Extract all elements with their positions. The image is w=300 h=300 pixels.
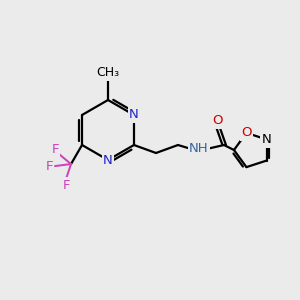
- Text: F: F: [45, 160, 53, 172]
- Text: F: F: [62, 178, 70, 192]
- Text: N: N: [103, 154, 113, 166]
- Text: F: F: [51, 142, 59, 156]
- Text: N: N: [262, 133, 272, 146]
- Text: O: O: [241, 126, 252, 140]
- Text: O: O: [213, 115, 223, 128]
- Text: CH₃: CH₃: [96, 67, 120, 80]
- Text: NH: NH: [189, 142, 209, 155]
- Text: N: N: [129, 109, 139, 122]
